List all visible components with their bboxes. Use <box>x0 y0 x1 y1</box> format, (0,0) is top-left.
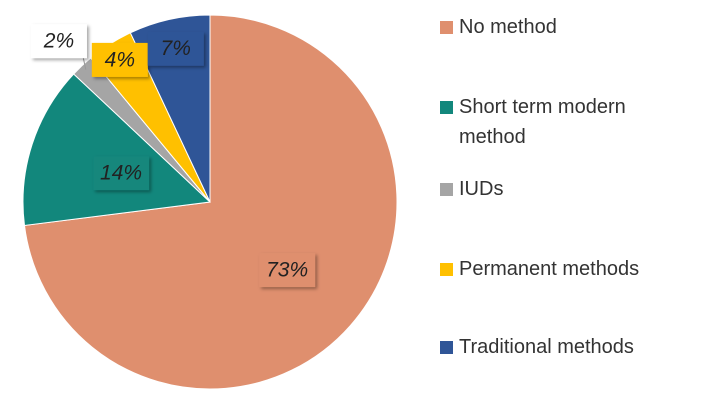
data-label: 7% <box>161 37 191 60</box>
legend-item: Permanent methods <box>440 254 680 284</box>
legend-item: No method <box>440 12 680 42</box>
legend-item: Traditional methods <box>440 332 680 362</box>
legend-swatch <box>440 263 453 276</box>
label-box <box>93 156 150 191</box>
legend-swatch <box>440 101 453 114</box>
data-label: 2% <box>43 30 74 53</box>
legend-label: Short term modern method <box>459 96 626 148</box>
pie-slice <box>22 73 212 226</box>
legend-label: Permanent methods <box>459 258 640 280</box>
legend-item: IUDs <box>440 174 680 204</box>
label-box <box>91 42 148 77</box>
pie-area: 73% 14% 2% 4% 7% <box>22 14 398 390</box>
legend-swatch <box>440 341 453 354</box>
data-label: 73% <box>266 259 308 282</box>
label-box <box>30 24 87 59</box>
data-label: 4% <box>105 48 135 71</box>
legend-label: No method <box>459 16 557 38</box>
legend-label: IUDs <box>459 178 504 200</box>
pie-slice <box>23 14 398 390</box>
legend-swatch <box>440 183 453 196</box>
legend-label: Traditional methods <box>459 336 634 358</box>
legend-item: Short term modern method <box>440 92 680 152</box>
label-box <box>259 253 316 288</box>
data-label: 14% <box>100 162 142 185</box>
legend-swatch <box>440 21 453 34</box>
label-box <box>147 31 204 66</box>
